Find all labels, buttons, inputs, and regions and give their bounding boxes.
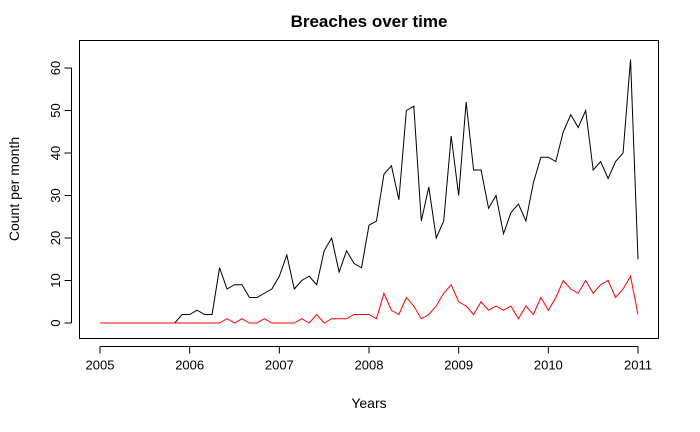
y-tick-label: 50 bbox=[48, 103, 63, 117]
x-tick-label: 2006 bbox=[175, 358, 204, 373]
x-tick-label: 2007 bbox=[265, 358, 294, 373]
series-line-1 bbox=[100, 59, 639, 324]
y-tick-label: 0 bbox=[48, 319, 63, 326]
y-tick-label: 60 bbox=[48, 61, 63, 75]
x-axis: 2005 2006 2007 2008 2009 2010 2011 bbox=[86, 346, 652, 373]
y-axis: 0 10 20 30 40 50 60 bbox=[48, 61, 72, 327]
x-tick-label: 2010 bbox=[534, 358, 563, 373]
plot-area-frame bbox=[79, 40, 659, 339]
x-axis-label: Years bbox=[351, 395, 386, 411]
y-tick-label: 20 bbox=[48, 231, 63, 245]
y-tick-label: 40 bbox=[48, 146, 63, 160]
x-tick-label: 2011 bbox=[624, 358, 652, 373]
chart-title: Breaches over time bbox=[291, 12, 448, 31]
x-tick-label: 2008 bbox=[355, 358, 384, 373]
y-tick-label: 30 bbox=[48, 188, 63, 202]
y-tick-label: 10 bbox=[48, 273, 63, 287]
y-axis-label: Count per month bbox=[6, 137, 22, 241]
x-tick-label: 2009 bbox=[444, 358, 473, 373]
series-layer bbox=[100, 59, 639, 324]
x-tick-label: 2005 bbox=[86, 358, 115, 373]
series-line-2 bbox=[100, 274, 639, 324]
